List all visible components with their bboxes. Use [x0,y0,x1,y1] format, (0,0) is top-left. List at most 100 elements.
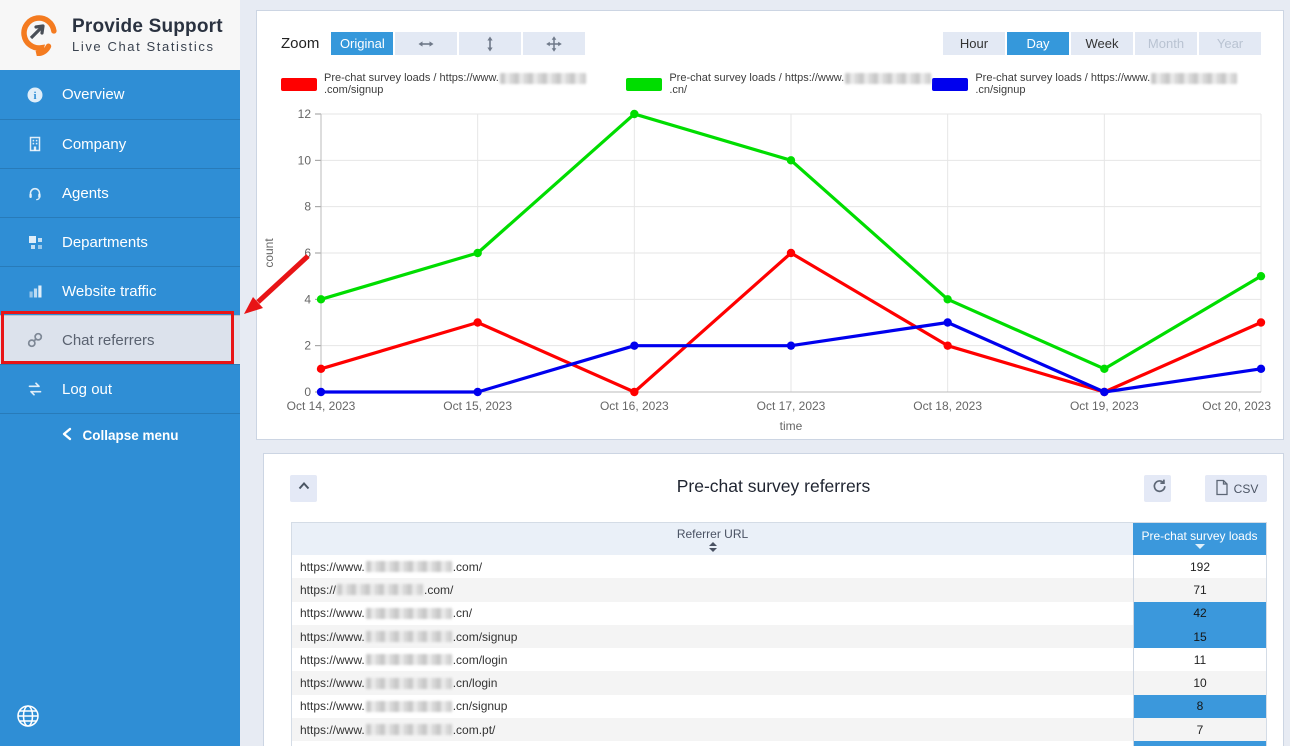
chart-toolbar: Zoom Original Hour Day Week Month Year [281,32,1261,55]
legend-item-1: Pre-chat survey loads / https://www..cn/ [626,72,932,96]
bar-chart-icon [25,282,45,300]
table-row: https://www. .cn/42 [292,601,1266,625]
referrer-url-cell: https://www. .com/ [300,559,483,574]
headset-icon [25,184,45,202]
svg-text:Oct 16, 2023: Oct 16, 2023 [600,399,669,413]
referrer-url-cell: https://www. .com/signup [300,629,518,644]
table-row: https://.com/71 [292,578,1266,602]
sidebar-nav: i Overview Company Agents Departments Website… [0,70,240,413]
sidebar-item-label: Overview [62,86,125,103]
collapse-menu-button[interactable]: Collapse menu [0,413,240,457]
table-panel-header: Pre-chat survey referrers CSV [264,454,1283,518]
line-chart[interactable]: 0 2 4 6 8 10 12 Oct 14, 2023 Oct 15, 2023 Oct 16,… [259,102,1281,438]
referrer-url-cell: https://www. .cn/login [300,676,498,691]
building-icon [25,135,45,153]
referrer-url-cell: https://.com/ [300,582,454,597]
redacted-url-segment [845,72,932,84]
legend-swatch [281,77,317,91]
survey-loads-cell: 192 [1133,555,1266,579]
redacted-url-segment [365,561,452,573]
svg-text:Oct 19, 2023: Oct 19, 2023 [1070,399,1139,413]
referrer-url-cell: https://www. .cn/ [300,606,473,621]
svg-text:12: 12 [298,107,312,121]
sidebar-item-label: Departments [62,233,148,251]
redacted-url-segment [365,677,452,689]
sidebar-item-label: Website traffic [62,282,157,300]
table-row: https://www. .com.pt/7 [292,718,1266,742]
csv-label: CSV [1233,481,1259,496]
sidebar-item-log-out[interactable]: Log out [0,364,240,413]
svg-text:10: 10 [298,153,312,167]
sidebar-item-label: Chat referrers [62,331,155,349]
refresh-icon [1150,478,1166,499]
table-body: https://www. .com/192 https://.com/71 https… [292,555,1266,746]
arrow-vertical-button[interactable] [459,32,522,55]
column-header-survey-loads[interactable]: Pre-chat survey loads [1133,523,1266,555]
collapse-menu-label: Collapse menu [82,428,179,443]
refresh-button[interactable] [1144,475,1171,502]
chevron-left-icon [61,427,73,444]
provide-support-logo-icon [16,10,62,61]
svg-text:2: 2 [304,339,311,353]
referrer-url-header-label: Referrer URL [676,526,749,541]
legend-item-0: Pre-chat survey loads / https://www..com… [281,72,626,96]
sidebar-item-company[interactable]: Company [0,119,240,168]
sidebar-item-label: Agents [62,184,109,202]
referrer-url-cell: https://www. .com/login [300,652,508,667]
arrow-horizontal-icon [417,36,435,52]
legend-label: Pre-chat survey loads / https://www..cn/… [975,72,1269,96]
arrow-move-button[interactable] [523,32,586,55]
svg-text:4: 4 [304,292,311,306]
svg-text:0: 0 [304,385,311,399]
arrow-horizontal-button[interactable] [395,32,458,55]
survey-loads-cell: 11 [1133,648,1266,672]
survey-loads-cell: 42 [1133,601,1266,625]
range-button-hour[interactable]: Hour [943,32,1005,55]
survey-loads-cell [1133,741,1266,746]
svg-text:time: time [780,419,803,433]
table-header-row: Referrer URL Pre-chat survey loads [292,523,1266,555]
sort-down-icon [1194,544,1205,549]
sidebar-item-agents[interactable]: Agents [0,168,240,217]
app-subtitle: Live Chat Statistics [72,39,215,54]
svg-text:Oct 17, 2023: Oct 17, 2023 [757,399,826,413]
table-row [292,741,1266,746]
referrers-table: Referrer URL Pre-chat survey loads https… [291,522,1267,746]
legend-swatch [626,77,663,91]
svg-text:8: 8 [304,200,311,214]
referrer-url-cell: https://www. .com.pt/ [300,722,496,737]
survey-loads-cell: 71 [1133,578,1266,602]
time-range-buttons: Hour Day Week Month Year [941,32,1261,55]
survey-loads-cell: 10 [1133,671,1266,695]
app-logo: Provide Support Live Chat Statistics [0,0,240,70]
range-button-day[interactable]: Day [1007,32,1069,55]
table-title: Pre-chat survey referrers [676,475,871,496]
range-button-week[interactable]: Week [1071,32,1133,55]
zoom-label: Zoom [281,35,320,52]
sidebar: Provide Support Live Chat Statistics i Ov… [0,0,240,746]
csv-file-icon [1214,479,1229,499]
departments-icon [25,233,45,251]
sidebar-item-departments[interactable]: Departments [0,217,240,266]
redacted-url-segment [365,607,452,619]
redacted-url-segment [337,584,424,596]
chevron-up-icon [296,479,312,498]
redacted-url-segment [365,700,452,712]
language-globe-icon[interactable] [14,702,42,730]
survey-loads-cell: 8 [1133,694,1266,719]
sidebar-item-website-traffic[interactable]: Website traffic [0,266,240,315]
sidebar-item-overview[interactable]: i Overview [0,70,240,119]
sort-updown-icon [708,541,717,552]
arrow-move-icon [545,35,563,53]
column-header-referrer-url[interactable]: Referrer URL [292,523,1133,555]
export-csv-button[interactable]: CSV [1205,475,1267,502]
table-row: https://www. .com/login 11 [292,648,1266,672]
zoom-original-button[interactable]: Original [331,32,394,55]
sidebar-item-chat-referrers[interactable]: Chat referrers [0,315,240,364]
collapse-panel-button[interactable] [290,475,317,502]
main-content: Zoom Original Hour Day Week Month Year Pre-c… [240,0,1290,746]
chart-panel: Zoom Original Hour Day Week Month Year Pre-c… [256,10,1284,440]
redacted-url-segment [365,631,452,643]
zoom-controls: Zoom Original [281,32,586,55]
arrow-vertical-icon [482,35,498,53]
